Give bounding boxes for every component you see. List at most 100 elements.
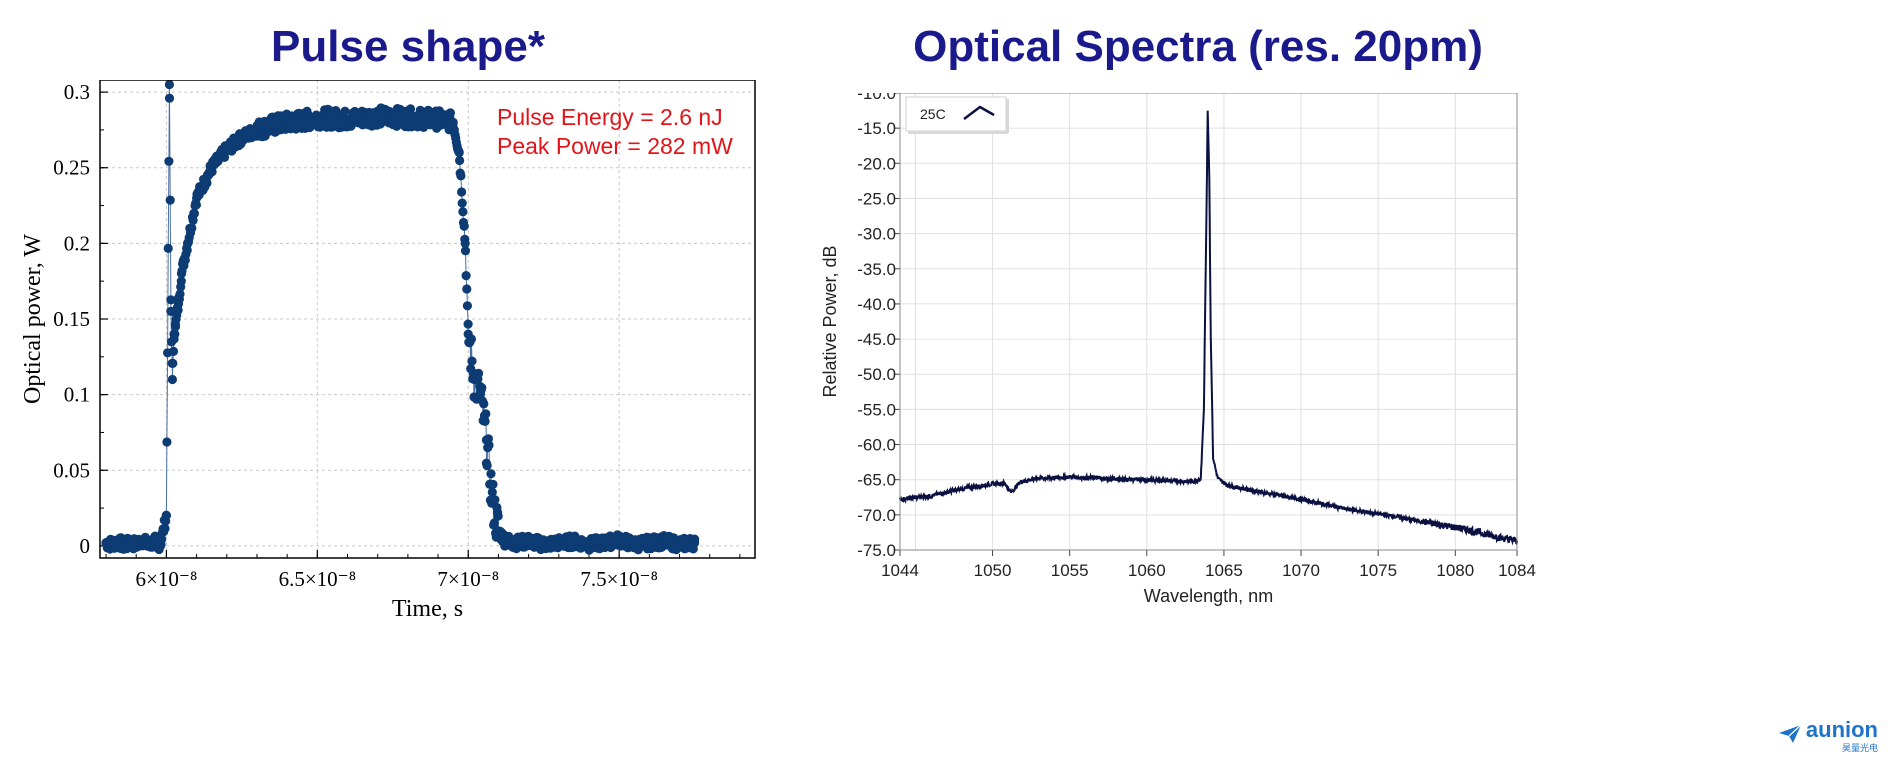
pulse-point xyxy=(481,409,491,419)
pulse-point xyxy=(490,495,500,505)
pulse-point xyxy=(462,284,472,294)
pulse-point xyxy=(202,178,212,188)
x-tick-label: 6×10⁻⁸ xyxy=(136,567,198,591)
pulse-point xyxy=(187,223,197,233)
y-tick-label: -30.0 xyxy=(857,225,896,244)
y-tick-label: 0.15 xyxy=(53,307,90,331)
legend-swatch-25c xyxy=(963,105,995,120)
pulse-point xyxy=(457,187,467,197)
pulse-point xyxy=(207,167,217,177)
plot-frame xyxy=(99,80,756,559)
pulse-point xyxy=(460,238,470,248)
pulse-point xyxy=(477,383,487,393)
pulse-point xyxy=(405,104,416,114)
pulse-point xyxy=(457,198,467,208)
pulse-chart-title: Pulse shape* xyxy=(271,22,545,71)
pulse-point xyxy=(463,319,473,329)
legend-box xyxy=(905,96,1007,132)
x-tick-label: 1075 xyxy=(1359,561,1397,580)
pulse-point xyxy=(162,437,172,447)
pulse-point xyxy=(493,511,503,521)
optical-spectrum-chart: -10.0 -15.0 -20.0 -25.0 -30.0 -35.0 -40.0 -45.0… xyxy=(820,93,1536,606)
y-tick-label: -40.0 xyxy=(857,295,896,314)
pulse-point xyxy=(467,356,477,366)
pulse-point xyxy=(168,346,179,356)
pulse-energy-annotation: Pulse Energy = 2.6 nJ xyxy=(497,104,723,130)
pulse-point xyxy=(459,221,469,231)
pulse-point xyxy=(160,523,170,534)
y-axis-label: Optical power, W xyxy=(20,234,46,404)
y-tick-label: 0 xyxy=(80,534,91,558)
y-axis-label: Relative Power, dB xyxy=(820,245,840,397)
y-tick-label: -60.0 xyxy=(857,436,896,455)
pulse-point xyxy=(486,469,496,479)
x-tick-label: 1060 xyxy=(1128,561,1166,580)
pulse-point xyxy=(454,148,464,158)
pulse-point xyxy=(480,416,490,426)
peak-power-annotation: Peak Power = 282 mW xyxy=(497,133,733,159)
x-tick-label: 1084 xyxy=(1498,561,1536,580)
y-tick-label: -25.0 xyxy=(857,189,896,208)
pulse-point xyxy=(445,108,455,118)
x-tick-label: 7.5×10⁻⁸ xyxy=(580,567,658,591)
pulse-point xyxy=(191,200,201,210)
y-tick-label: -45.0 xyxy=(857,330,896,349)
pulse-point xyxy=(479,399,489,409)
x-axis-label: Time, s xyxy=(392,596,463,622)
y-tick-label: -35.0 xyxy=(857,260,896,279)
pulse-point xyxy=(176,276,186,286)
pulse-point xyxy=(189,209,199,219)
pulse-point xyxy=(164,80,174,90)
pulse-point xyxy=(487,487,497,497)
logo-name: aunion xyxy=(1805,717,1878,742)
y-tick-label: -75.0 xyxy=(857,541,896,560)
pulse-point xyxy=(340,106,350,116)
pulse-point xyxy=(170,322,181,332)
paper-plane-icon xyxy=(1778,724,1802,749)
pulse-point xyxy=(458,207,468,217)
spectrum-chart-title: Optical Spectra (res. 20pm) xyxy=(913,22,1483,71)
y-tick-label: -70.0 xyxy=(857,506,896,525)
pulse-point xyxy=(164,156,174,166)
y-tick-label: 0.05 xyxy=(53,458,90,482)
y-tick-label: 0.1 xyxy=(64,383,90,407)
pulse-point xyxy=(456,171,466,181)
x-tick-label: 1044 xyxy=(881,561,919,580)
logo-subtitle: 昊量光电 xyxy=(1841,743,1878,753)
pulse-point xyxy=(460,246,471,256)
pulse-point xyxy=(188,215,198,225)
legend-label-25c: 25C xyxy=(920,106,946,122)
y-tick-label: -65.0 xyxy=(857,471,896,490)
pulse-point xyxy=(448,117,458,127)
x-tick-label: 6.5×10⁻⁸ xyxy=(279,567,357,591)
pulse-point xyxy=(164,93,175,103)
pulse-point xyxy=(482,461,492,471)
pulse-point xyxy=(462,301,472,311)
x-tick-label: 1055 xyxy=(1051,561,1089,580)
pulse-point xyxy=(167,374,177,385)
pulse-point xyxy=(163,243,173,253)
y-tick-label: -10.0 xyxy=(857,93,896,103)
y-tick-label: -50.0 xyxy=(857,365,896,384)
legend: 25C xyxy=(905,96,1009,134)
pulse-point xyxy=(165,195,175,205)
y-tick-label: -15.0 xyxy=(857,119,896,138)
pulse-point xyxy=(488,479,498,489)
pulse-point xyxy=(182,245,192,255)
pulse-point xyxy=(474,368,484,378)
pulse-point xyxy=(489,518,499,528)
x-tick-label: 1065 xyxy=(1205,561,1243,580)
x-tick-label: 1070 xyxy=(1282,561,1320,580)
pulse-point xyxy=(455,155,465,166)
x-axis-label: Wavelength, nm xyxy=(1144,586,1273,606)
pulse-point xyxy=(461,271,471,281)
y-tick-label: -55.0 xyxy=(857,400,896,419)
pulse-point xyxy=(168,358,178,368)
y-tick-label: -20.0 xyxy=(857,154,896,173)
pulse-point xyxy=(466,334,476,344)
x-tick-label: 1080 xyxy=(1436,561,1474,580)
pulse-point xyxy=(170,329,180,339)
y-tick-label: 0.25 xyxy=(53,156,90,180)
spectrum-line-25c xyxy=(899,110,1518,546)
pulse-shape-chart: 6×10⁻⁸ 6.5×10⁻⁸ 7×10⁻⁸ 7.5×10⁻⁸ 0 0.05 0.1 0.15… xyxy=(20,80,756,622)
